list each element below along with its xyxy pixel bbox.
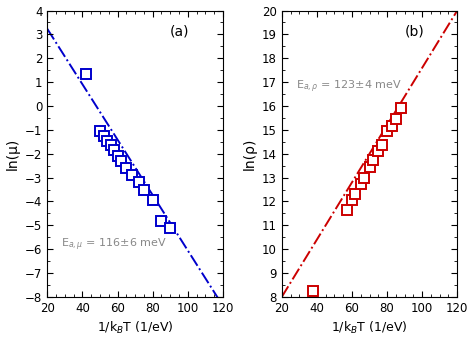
Y-axis label: ln(ρ): ln(ρ) <box>242 137 256 170</box>
Text: (b): (b) <box>405 25 424 39</box>
Y-axis label: ln(μ): ln(μ) <box>6 137 19 170</box>
X-axis label: 1/k$_{B}$T (1/eV): 1/k$_{B}$T (1/eV) <box>97 320 173 337</box>
Text: E$_{a,ρ}$ = 123±4 meV: E$_{a,ρ}$ = 123±4 meV <box>296 79 401 95</box>
X-axis label: 1/k$_{B}$T (1/eV): 1/k$_{B}$T (1/eV) <box>331 320 408 337</box>
Text: E$_{a,μ}$ = 116±6 meV: E$_{a,μ}$ = 116±6 meV <box>62 236 167 253</box>
Text: (a): (a) <box>170 25 190 39</box>
